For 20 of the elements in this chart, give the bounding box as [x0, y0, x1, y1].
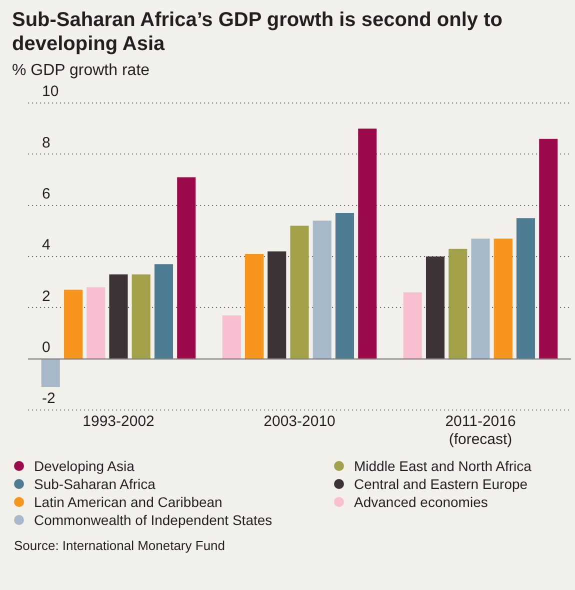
legend-label: Commonwealth of Independent States	[34, 512, 272, 528]
x-tick-label: 1993-2002	[82, 413, 154, 430]
x-tick-label: 2011-2016 (forecast)	[445, 413, 516, 448]
y-tick-label: 6	[42, 185, 50, 202]
legend-label: Latin American and Caribbean	[34, 494, 222, 510]
y-axis-title: % GDP growth rate	[12, 62, 151, 80]
chart-title: Sub-Saharan Africa’s GDP growth is second only to developing Asia	[12, 8, 504, 56]
y-tick-label: 4	[42, 236, 50, 254]
y-tick-label: 2	[42, 288, 50, 305]
legend-label: Middle East and North Africa	[354, 458, 532, 474]
legend-label: Sub-Saharan Africa	[34, 476, 156, 492]
y-tick-label: 0	[42, 338, 50, 356]
source-note: Source: International Monetary Fund	[14, 538, 226, 553]
legend-label: Advanced economies	[354, 494, 488, 510]
y-tick-label: 8	[42, 134, 50, 152]
legend-label: Central and Eastern Europe	[354, 476, 528, 492]
legend-label: Developing Asia	[34, 458, 134, 474]
y-tick-label: -2	[42, 390, 56, 408]
y-tick-label: 10	[42, 83, 59, 100]
x-tick-label: 2003-2010	[264, 413, 336, 430]
